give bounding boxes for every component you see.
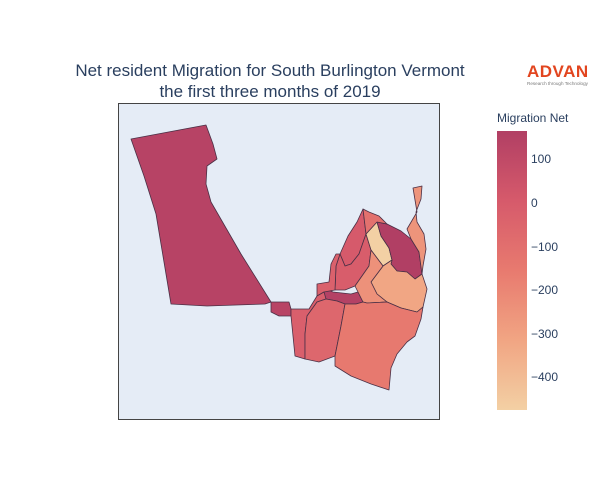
colorbar-gradient xyxy=(497,131,527,410)
map-area[interactable] xyxy=(118,103,440,420)
colorbar-tick-label: −400 xyxy=(531,370,559,385)
colorbar-tick-label: −300 xyxy=(531,326,559,341)
colorbar-tick-label: 100 xyxy=(531,152,552,167)
choropleth-map[interactable] xyxy=(119,104,440,420)
logo-tagline: Research through Technology xyxy=(527,81,588,86)
region-south-large[interactable] xyxy=(334,301,424,391)
region-west-large[interactable] xyxy=(130,124,272,307)
chart-title: Net resident Migration for South Burling… xyxy=(40,60,500,102)
colorbar-tick-label: −200 xyxy=(531,283,559,298)
chart-title-line2: the first three months of 2019 xyxy=(159,82,381,101)
region-east-upper-mid[interactable] xyxy=(362,208,388,235)
colorbar-title: Migration Net xyxy=(497,111,569,125)
region-small-west-tip[interactable] xyxy=(270,301,292,317)
region-east-tail[interactable] xyxy=(406,185,427,275)
advan-logo: ADVAN Research through Technology xyxy=(527,63,597,87)
colorbar-tick-label: 0 xyxy=(531,195,538,210)
colorbar xyxy=(497,131,527,410)
logo-wordmark: ADVAN xyxy=(527,62,589,81)
colorbar-tick-label: −100 xyxy=(531,239,559,254)
chart-title-line1: Net resident Migration for South Burling… xyxy=(75,61,465,80)
